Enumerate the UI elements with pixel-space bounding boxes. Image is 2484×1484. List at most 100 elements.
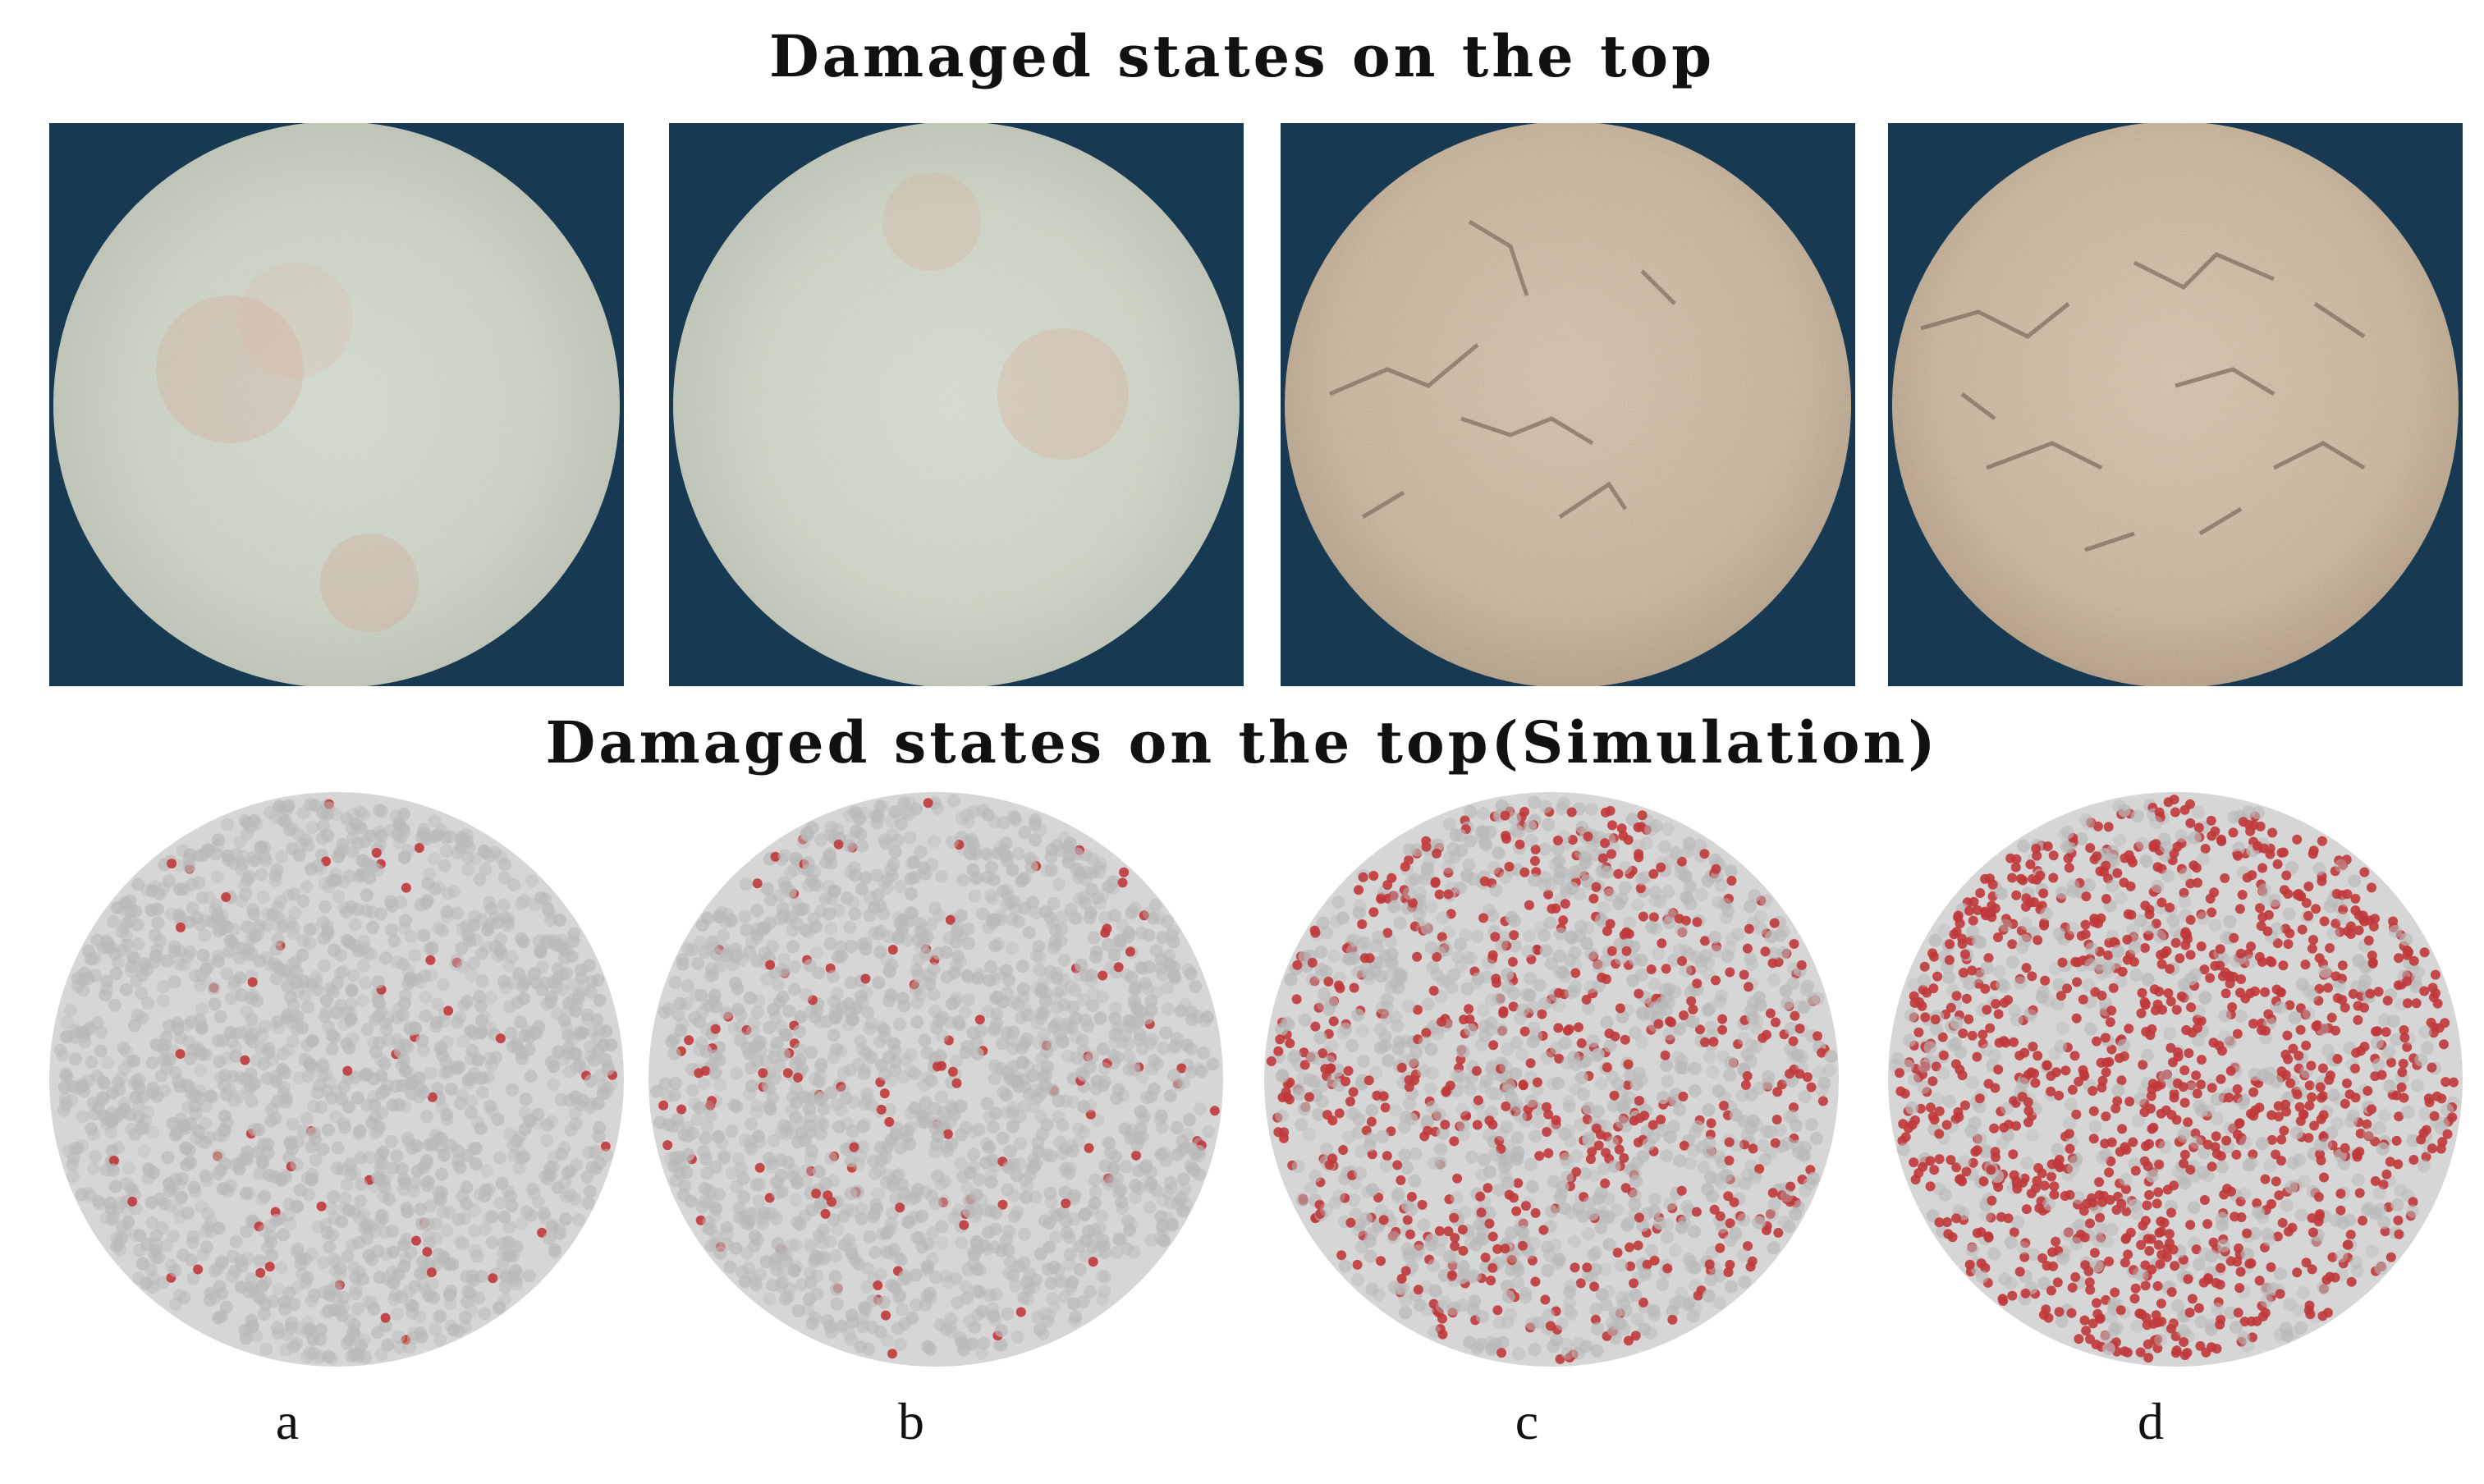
particle: [1140, 1091, 1154, 1105]
particle: [843, 808, 857, 822]
damaged-particle: [1591, 882, 1602, 892]
particle: [1089, 945, 1103, 959]
particle: [1034, 1006, 1048, 1020]
particle: [207, 982, 221, 995]
particle: [363, 871, 377, 885]
particle: [1657, 840, 1671, 854]
particle: [1107, 948, 1121, 962]
particle: [173, 882, 187, 896]
particle: [147, 1166, 160, 1179]
simulation-svg-b: [648, 792, 1223, 1367]
particle: [261, 1240, 275, 1254]
particle: [1723, 941, 1736, 955]
damaged-particle: [873, 1280, 883, 1290]
particle: [1584, 803, 1598, 816]
particle: [1824, 1050, 1838, 1064]
damaged-particle: [1527, 1255, 1538, 1266]
particle: [1157, 1042, 1171, 1056]
particle: [1307, 1074, 1321, 1088]
particle: [321, 1019, 335, 1033]
particle: [784, 1239, 798, 1253]
particle: [239, 887, 253, 901]
particle: [767, 1134, 781, 1147]
particle: [983, 1289, 997, 1303]
particle: [803, 959, 817, 973]
particle: [497, 1210, 511, 1224]
particle: [1051, 1208, 1065, 1222]
particle: [206, 1090, 219, 1104]
particle: [729, 1241, 743, 1255]
damaged-particle: [1484, 1218, 1495, 1229]
damaged-particle: [1368, 907, 1379, 918]
particle: [1079, 866, 1093, 880]
particle: [1002, 973, 1016, 987]
particle: [133, 1244, 147, 1257]
particle: [1749, 1040, 1763, 1054]
damaged-particle: [247, 977, 258, 987]
particle: [1275, 1109, 1289, 1123]
particle: [1054, 922, 1068, 936]
particle: [228, 1264, 242, 1278]
particle: [845, 1308, 859, 1322]
particle: [999, 849, 1013, 863]
particle: [812, 966, 826, 980]
particle: [1478, 1019, 1492, 1033]
particle: [185, 1015, 199, 1028]
particle: [970, 871, 984, 885]
particle: [1456, 1119, 1470, 1133]
particle: [462, 840, 476, 854]
particle: [1724, 864, 1738, 878]
damaged-particle: [700, 1065, 711, 1076]
particle: [561, 1028, 575, 1042]
damaged-particle: [1336, 1250, 1347, 1261]
particle: [1054, 984, 1068, 998]
particle: [829, 1249, 843, 1263]
particle: [75, 1188, 89, 1202]
damaged-particle: [793, 1072, 804, 1083]
particle: [320, 919, 334, 933]
particle: [844, 1333, 858, 1347]
particle: [1502, 1079, 1516, 1092]
particle: [271, 1021, 285, 1035]
particle: [794, 1010, 808, 1024]
particle: [197, 848, 211, 861]
particle: [1028, 1083, 1042, 1097]
particle: [1553, 1191, 1567, 1205]
particle: [1521, 944, 1535, 958]
particle: [740, 877, 754, 891]
particle: [440, 905, 454, 918]
damaged-particle: [1607, 820, 1617, 831]
particle: [456, 922, 470, 935]
damaged-particle: [923, 798, 933, 808]
particle: [1417, 1218, 1431, 1232]
particle: [1047, 896, 1061, 910]
particle: [305, 978, 319, 992]
particle: [855, 1202, 869, 1216]
particle: [187, 1180, 201, 1194]
particle: [1194, 1065, 1208, 1079]
particle: [1466, 1303, 1480, 1317]
particle: [367, 1302, 381, 1316]
particle: [854, 1340, 868, 1353]
particle: [1501, 1042, 1515, 1056]
particle: [546, 1218, 559, 1232]
particle: [493, 943, 507, 957]
particle: [988, 939, 1002, 953]
particle: [269, 942, 283, 956]
particle: [414, 1326, 428, 1340]
particle: [131, 937, 145, 951]
particle: [465, 1071, 479, 1085]
damaged-particle: [879, 1088, 890, 1099]
particle: [432, 1248, 446, 1262]
particle: [1156, 1219, 1170, 1233]
particle: [212, 924, 226, 938]
damaged-particle: [1457, 1225, 1468, 1235]
particle: [1017, 1256, 1031, 1270]
particle: [151, 916, 165, 930]
damaged-particle: [1540, 1294, 1551, 1305]
particle: [1513, 1110, 1527, 1123]
damaged-particle: [1530, 855, 1540, 866]
particle: [1798, 1090, 1812, 1104]
particle: [320, 827, 334, 841]
particle: [557, 1014, 571, 1028]
